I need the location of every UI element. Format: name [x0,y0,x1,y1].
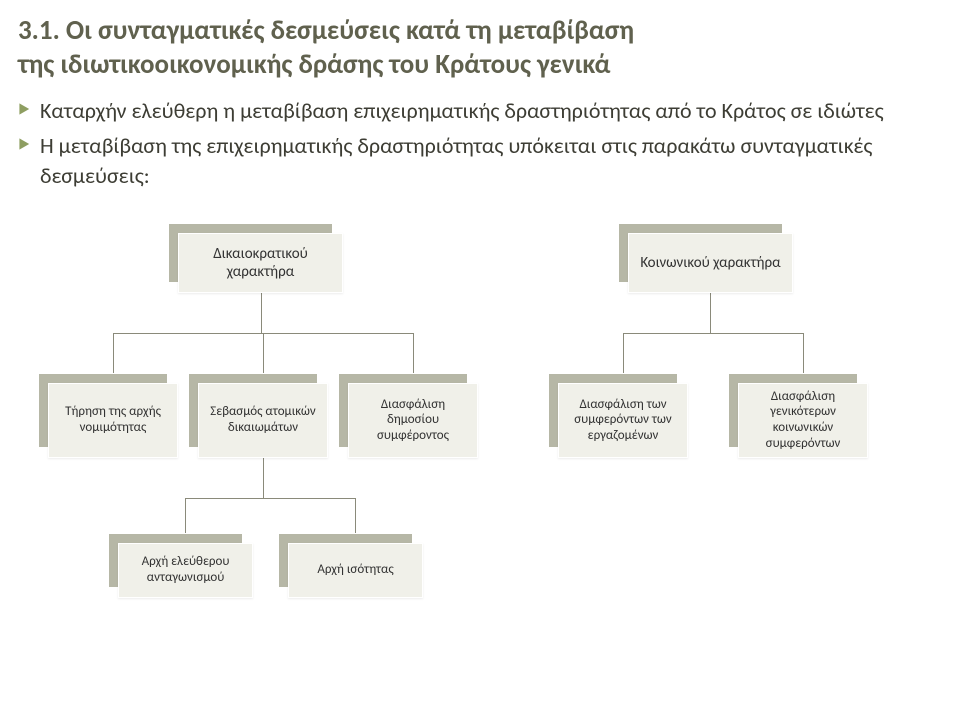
node-r2b: Σεβασμός ατομικών δικαιωμάτων [198,383,328,458]
node-r2e: Διασφάλιση γενικότερων κοινωνικών συμφερ… [738,383,868,458]
conn-r2b-hbar [185,498,355,499]
node-r2d: Διασφάλιση των συμφερόντων των εργαζομέν… [558,383,688,458]
title-line-2: της ιδιωτικοοικονομικής δράσης του Κράτο… [18,48,941,82]
node-r2a: Τήρηση της αρχής νομιμότητας [48,383,178,458]
arrow-right-icon [18,102,32,116]
title-line-1: 3.1. Οι συνταγματικές δεσμεύσεις κατά τη… [18,14,941,48]
bullet-item: Καταρχήν ελεύθερη η μεταβίβαση επιχειρημ… [18,96,941,126]
org-chart: Δικαιοκρατικού χαρακτήρα Κοινωνικού χαρακ… [18,213,938,633]
conn-r2b-drop [263,458,264,498]
conn-r1b-drop [710,293,711,333]
node-r2c: Διασφάλιση δημοσίου συμφέροντος [348,383,478,458]
bullet-text: Η μεταβίβαση της επιχειρηματικής δραστηρ… [40,131,941,190]
page-title: 3.1. Οι συνταγματικές δεσμεύσεις κατά τη… [18,14,941,82]
bullet-list: Καταρχήν ελεύθερη η μεταβίβαση επιχειρημ… [18,96,941,191]
conn-r1b-hbar [623,333,803,334]
bullet-item: Η μεταβίβαση της επιχειρηματικής δραστηρ… [18,131,941,190]
conn-r1a-drop [261,293,262,333]
node-r3b: Αρχή ισότητας [288,543,423,598]
bullet-text: Καταρχήν ελεύθερη η μεταβίβαση επιχειρημ… [40,96,884,126]
node-r1a: Δικαιοκρατικού χαρακτήρα [178,233,343,293]
arrow-right-icon [18,137,32,151]
node-r1b: Κοινωνικού χαρακτήρα [628,233,793,293]
node-r3a: Αρχή ελεύθερου ανταγωνισμού [118,543,253,598]
